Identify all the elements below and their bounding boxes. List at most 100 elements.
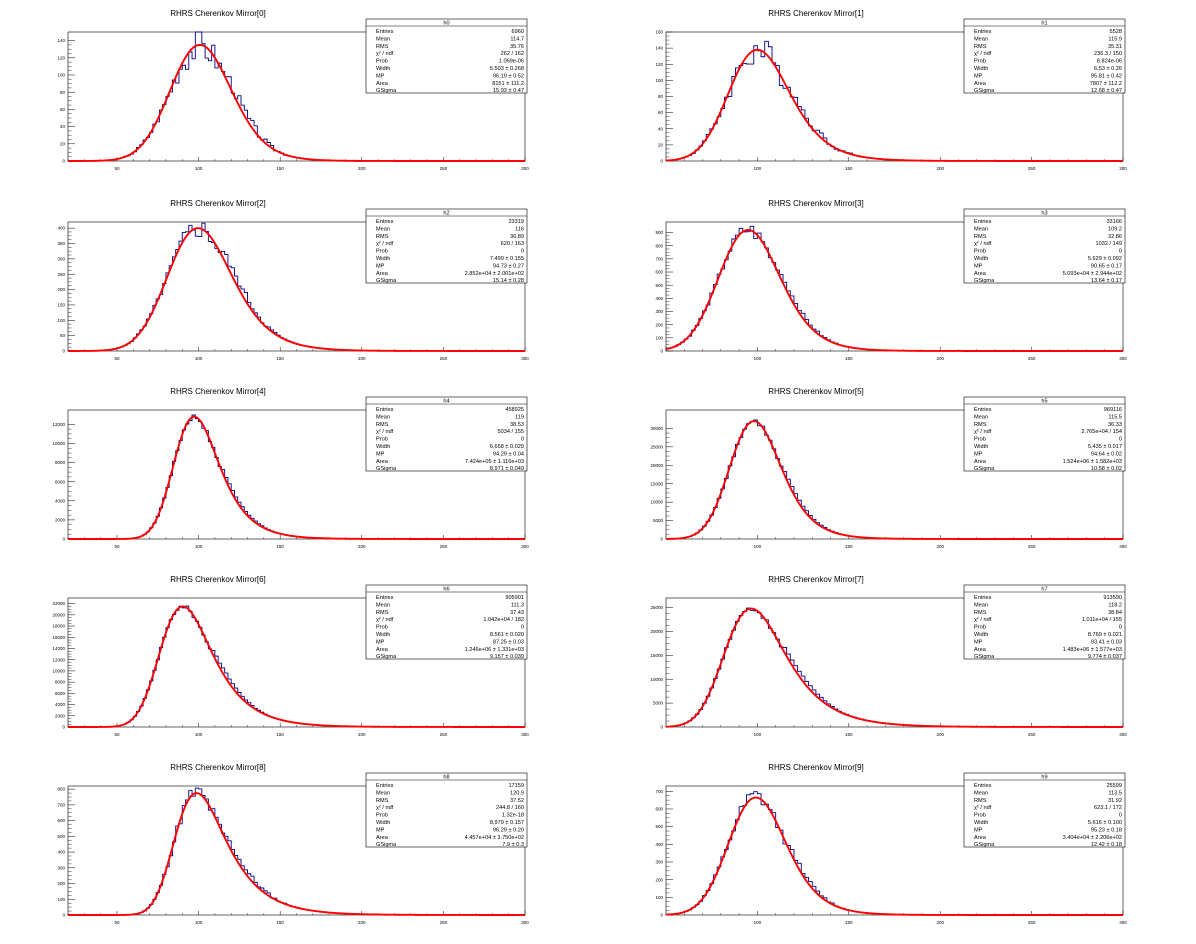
stat-value: 7.9 ± 0.3 [502,842,524,848]
x-tick-label: 150 [276,356,284,361]
stat-label: RMS [974,798,987,804]
x-tick-label: 50 [114,732,120,737]
y-tick-label: 0 [660,725,663,730]
panel-title: RHRS Cherenkov Mirror[7] [768,575,864,584]
stat-value: 6.53 ± 0.26 [1094,66,1122,72]
stat-value: 12.42 ± 0.18 [1091,842,1122,848]
y-tick-label: 200 [655,322,663,327]
stat-label: Entries [376,219,394,225]
stat-value: 8.824e-06 [1097,59,1122,65]
stat-label: χ² / ndf [974,617,992,623]
stats-box [365,396,528,472]
fit-curve [665,228,1123,352]
stat-value: 115.5 [1108,414,1122,420]
stat-value: 96.29 ± 0.20 [493,827,524,833]
stat-value: 9.157 ± 0.039 [490,654,524,660]
y-tick-label: 300 [57,256,65,261]
y-tick-label: 400 [655,842,663,847]
panel-title: RHRS Cherenkov Mirror[1] [768,9,864,18]
y-tick-label: 0 [660,537,663,542]
x-tick-label: 50 [114,166,120,171]
stat-label: Entries [974,407,992,413]
y-tick-label: 250 [57,272,65,277]
y-tick-label: 8000 [55,460,66,465]
stat-label: RMS [376,234,389,240]
histogram-panel-3: RHRS Cherenkov Mirror[3] 0 100 200 300 400 500… [655,199,1127,361]
stat-label: Width [974,66,988,72]
stat-label: Entries [974,29,992,35]
stat-label: MP [376,639,385,645]
fit-curve [665,607,1123,728]
stat-value: 1.483e+06 ± 1.577e+03 [1063,647,1122,653]
stat-label: Area [376,647,389,653]
stat-value: 35.76 [510,44,524,50]
x-tick-label: 100 [754,166,762,171]
histogram-panel-9: RHRS Cherenkov Mirror[9] 0 100 200 300 400 500… [655,763,1127,925]
stat-label: Mean [974,226,988,232]
stat-value: 5.629 ± 0.092 [1088,256,1122,262]
x-tick-label: 100 [754,920,762,925]
histogram-panel-2: RHRS Cherenkov Mirror[2] 0 50 100 150 200 250 3… [57,199,529,361]
stat-label: Mean [376,36,390,42]
stat-label: GSigma [974,88,995,94]
y-tick-label: 16000 [52,635,65,640]
x-tick-label: 100 [754,544,762,549]
stat-value: 8.971 ± 0.049 [490,466,524,472]
y-tick-label: 20000 [52,612,65,617]
stat-value: 1.042e+04 / 182 [483,617,524,623]
x-tick-label: 50 [114,920,120,925]
stats-box [365,208,528,284]
stat-label: Prob [974,437,986,443]
stat-value: 5.435 ± 0.017 [1088,444,1122,450]
plot-frame [665,597,1124,728]
stat-label: χ² / ndf [974,805,992,811]
y-tick-label: 10000 [650,677,663,682]
stat-label: Area [974,835,987,841]
stat-value: 25599 [1106,783,1122,789]
x-tick-label: 200 [358,544,366,549]
y-tick-label: 700 [57,802,65,807]
stat-label: RMS [376,44,389,50]
stat-value: 8.979 ± 0.157 [490,820,524,826]
stat-value: 8.769 ± 0.021 [1088,632,1122,638]
y-tick-label: 200 [655,877,663,882]
y-tick-label: 120 [655,62,663,67]
stat-label: GSigma [376,654,397,660]
stats-name: h9 [1041,775,1047,781]
stat-value: 244.8 / 160 [496,805,524,811]
stat-value: 0 [521,437,524,443]
x-tick-label: 250 [1028,732,1036,737]
y-tick-label: 800 [57,787,65,792]
x-tick-label: 300 [1119,920,1127,925]
y-tick-label: 400 [655,296,663,301]
x-tick-label: 150 [276,544,284,549]
x-tick-label: 100 [195,732,203,737]
x-tick-label: 150 [845,356,853,361]
histogram-panel-8: RHRS Cherenkov Mirror[8] 0 100 200 300 400 500… [57,763,529,925]
x-tick-label: 200 [936,920,944,925]
y-tick-label: 0 [62,913,65,918]
stat-value: 37.43 [510,610,524,616]
x-tick-label: 250 [1028,356,1036,361]
stat-label: Entries [376,595,394,601]
y-tick-label: 900 [655,230,663,235]
stat-label: χ² / ndf [376,51,394,57]
stat-label: Area [974,459,987,465]
stat-value: 17159 [508,783,524,789]
x-tick-label: 250 [440,920,448,925]
stat-label: Area [376,835,389,841]
stat-value: 96.19 ± 0.52 [493,73,524,79]
stat-value: 90.65 ± 0.17 [1091,263,1122,269]
stat-value: 35.31 [1108,44,1122,50]
fit-curve [68,605,525,728]
stat-label: Area [974,647,987,653]
stat-label: Mean [376,602,390,608]
stats-name: h0 [443,21,449,27]
stat-label: χ² / ndf [376,429,394,435]
stats-box [963,208,1126,284]
fit-curve [665,420,1123,540]
stat-value: 87.25 ± 0.03 [493,639,524,645]
stat-label: Area [974,271,987,277]
stat-value: 5528 [1110,29,1122,35]
